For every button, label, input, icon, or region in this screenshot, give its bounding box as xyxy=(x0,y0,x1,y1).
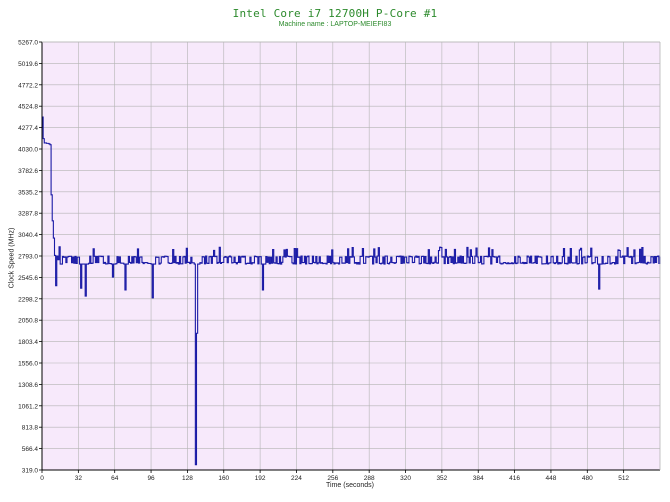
y-tick-label: 3040.4 xyxy=(18,232,38,239)
y-tick-label: 1803.4 xyxy=(18,339,38,346)
x-tick-label: 512 xyxy=(618,475,629,482)
y-tick-label: 4772.2 xyxy=(18,82,38,89)
clock-speed-line xyxy=(42,116,661,466)
y-tick-label: 1061.2 xyxy=(18,403,38,410)
x-tick-label: 256 xyxy=(327,475,338,482)
x-tick-label: 96 xyxy=(147,475,155,482)
x-tick-label: 288 xyxy=(364,475,375,482)
x-tick-label: 64 xyxy=(111,475,119,482)
y-tick-label: 2298.2 xyxy=(18,296,38,303)
y-tick-label: 2050.8 xyxy=(18,318,38,325)
x-tick-label: 320 xyxy=(400,475,411,482)
y-tick-label: 4524.8 xyxy=(18,104,38,111)
x-tick-label: 384 xyxy=(473,475,484,482)
y-tick-label: 1308.6 xyxy=(18,382,38,389)
y-tick-label: 319.0 xyxy=(22,468,39,475)
y-tick-label: 3782.6 xyxy=(18,168,38,175)
y-tick-label: 3535.2 xyxy=(18,189,38,196)
y-tick-label: 2545.6 xyxy=(18,275,38,282)
chart-title: Intel Core i7 12700H P-Core #1 xyxy=(232,7,438,20)
x-axis-label: Time (seconds) xyxy=(326,482,374,489)
y-tick-label: 1556.0 xyxy=(18,361,38,368)
x-tick-label: 128 xyxy=(182,475,193,482)
x-tick-label: 416 xyxy=(509,475,520,482)
y-tick-label: 4030.0 xyxy=(18,147,38,154)
y-tick-label: 4277.4 xyxy=(18,125,38,132)
x-tick-label: 352 xyxy=(436,475,447,482)
x-tick-label: 0 xyxy=(40,475,44,482)
y-tick-label: 5267.0 xyxy=(18,40,38,47)
y-tick-label: 2793.0 xyxy=(18,254,38,261)
x-tick-label: 480 xyxy=(582,475,593,482)
chart-subtitle: Machine name : LAPTOP-MEIEFI83 xyxy=(278,21,392,28)
x-tick-label: 192 xyxy=(255,475,266,482)
x-tick-label: 224 xyxy=(291,475,302,482)
y-tick-label: 813.8 xyxy=(22,425,39,432)
x-tick-label: 160 xyxy=(218,475,229,482)
y-tick-label: 5019.6 xyxy=(18,61,38,68)
x-tick-label: 448 xyxy=(546,475,557,482)
y-tick-label: 566.4 xyxy=(22,446,39,453)
y-tick-label: 3287.8 xyxy=(18,211,38,218)
x-tick-label: 32 xyxy=(75,475,83,482)
